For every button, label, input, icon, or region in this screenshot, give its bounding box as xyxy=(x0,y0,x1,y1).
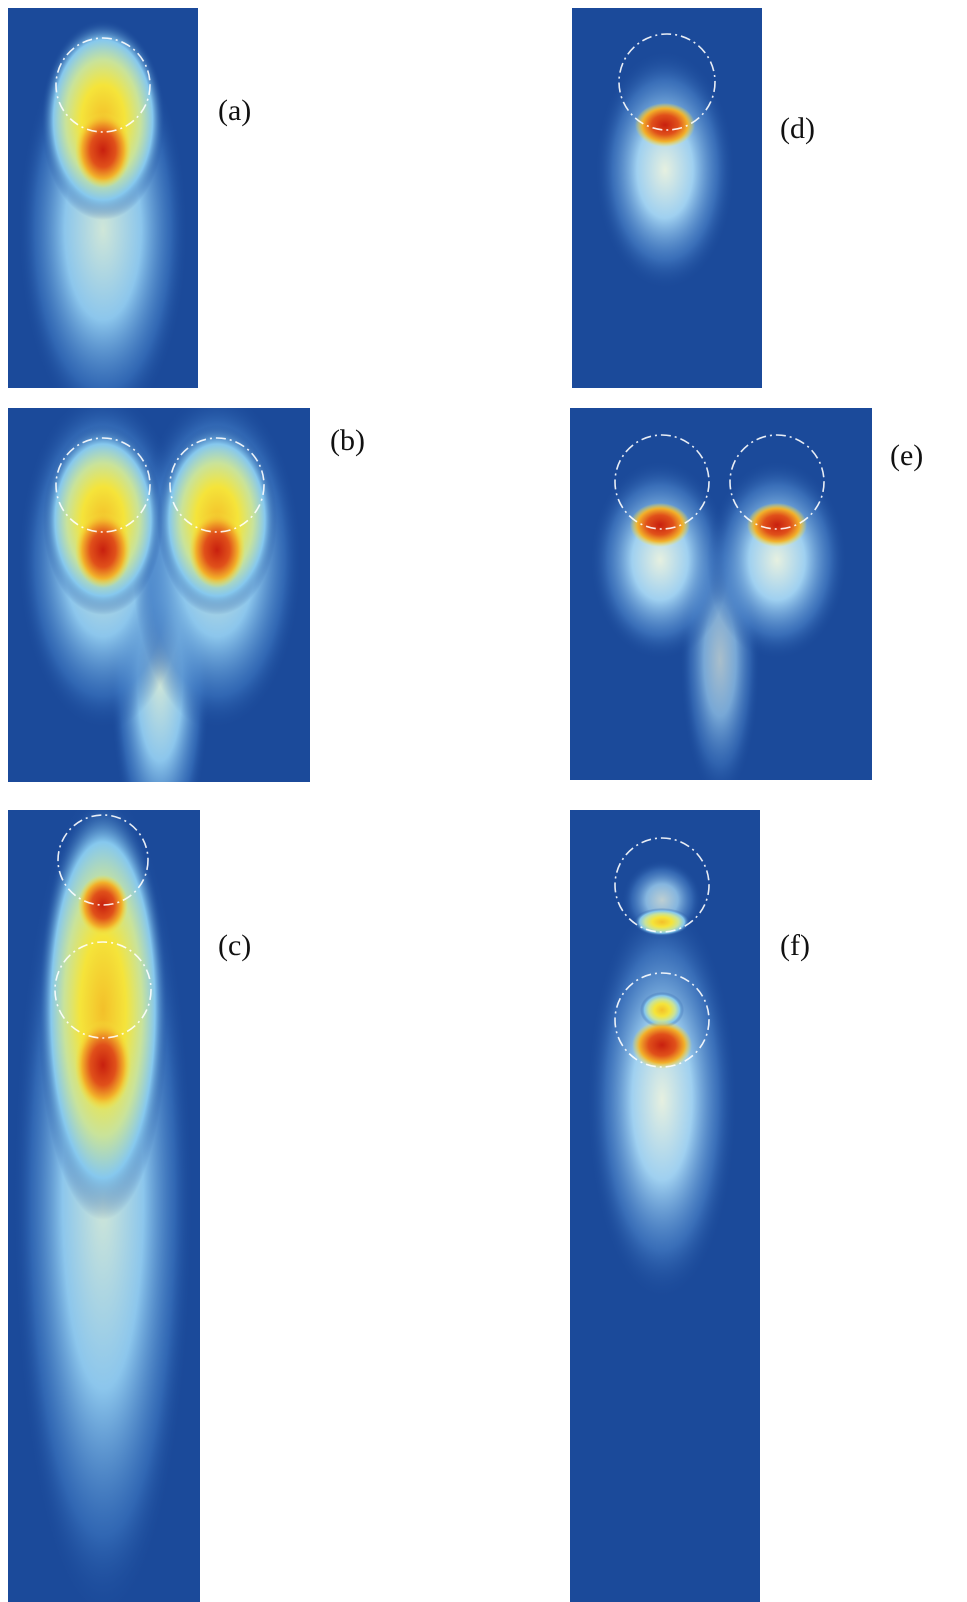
panel-d xyxy=(572,8,762,388)
panel-b xyxy=(8,390,310,860)
panel-label: (b) xyxy=(330,424,365,457)
panel-e xyxy=(570,408,872,800)
panel-label: (e) xyxy=(890,439,923,472)
panel-label: (f) xyxy=(780,929,810,962)
panel-a xyxy=(8,8,198,430)
panel-label: (d) xyxy=(780,112,815,145)
panel-c xyxy=(8,780,200,1602)
panel-label: (c) xyxy=(218,929,251,962)
panel-f xyxy=(570,810,760,1602)
figure: (a) (d) (b) (e) xyxy=(0,0,967,1602)
panel-label: (a) xyxy=(218,94,251,127)
